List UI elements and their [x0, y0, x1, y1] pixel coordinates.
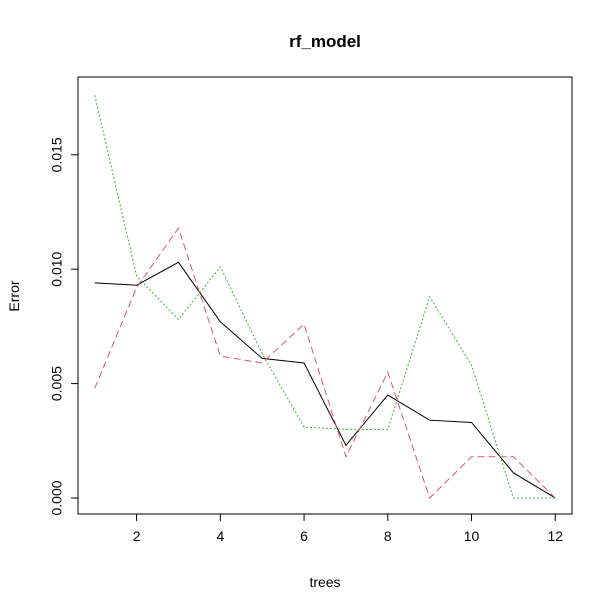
y-tick-label: 0.015 [49, 137, 65, 172]
series-line-1 [94, 261, 556, 499]
x-tick-label: 2 [133, 528, 141, 544]
chart-title: rf_model [289, 32, 361, 51]
y-tick-label: 0.005 [49, 366, 65, 401]
x-tick-label: 8 [384, 528, 392, 544]
series-line-3 [94, 95, 556, 499]
x-tick-label: 10 [464, 528, 480, 544]
x-tick-label: 6 [300, 528, 308, 544]
y-tick-label: 0.010 [49, 251, 65, 286]
y-axis: 0.000 0.005 0.010 0.015 [49, 137, 78, 516]
series-layer [94, 95, 556, 499]
y-tick-label: 0.000 [49, 480, 65, 515]
x-tick-label: 12 [547, 528, 563, 544]
x-tick-label: 4 [216, 528, 224, 544]
series-line-2 [94, 226, 556, 499]
y-axis-label: Error [6, 280, 22, 311]
plot-area [77, 76, 573, 515]
x-axis-label: trees [309, 574, 340, 590]
x-axis: 2 4 6 8 10 12 [133, 514, 563, 544]
